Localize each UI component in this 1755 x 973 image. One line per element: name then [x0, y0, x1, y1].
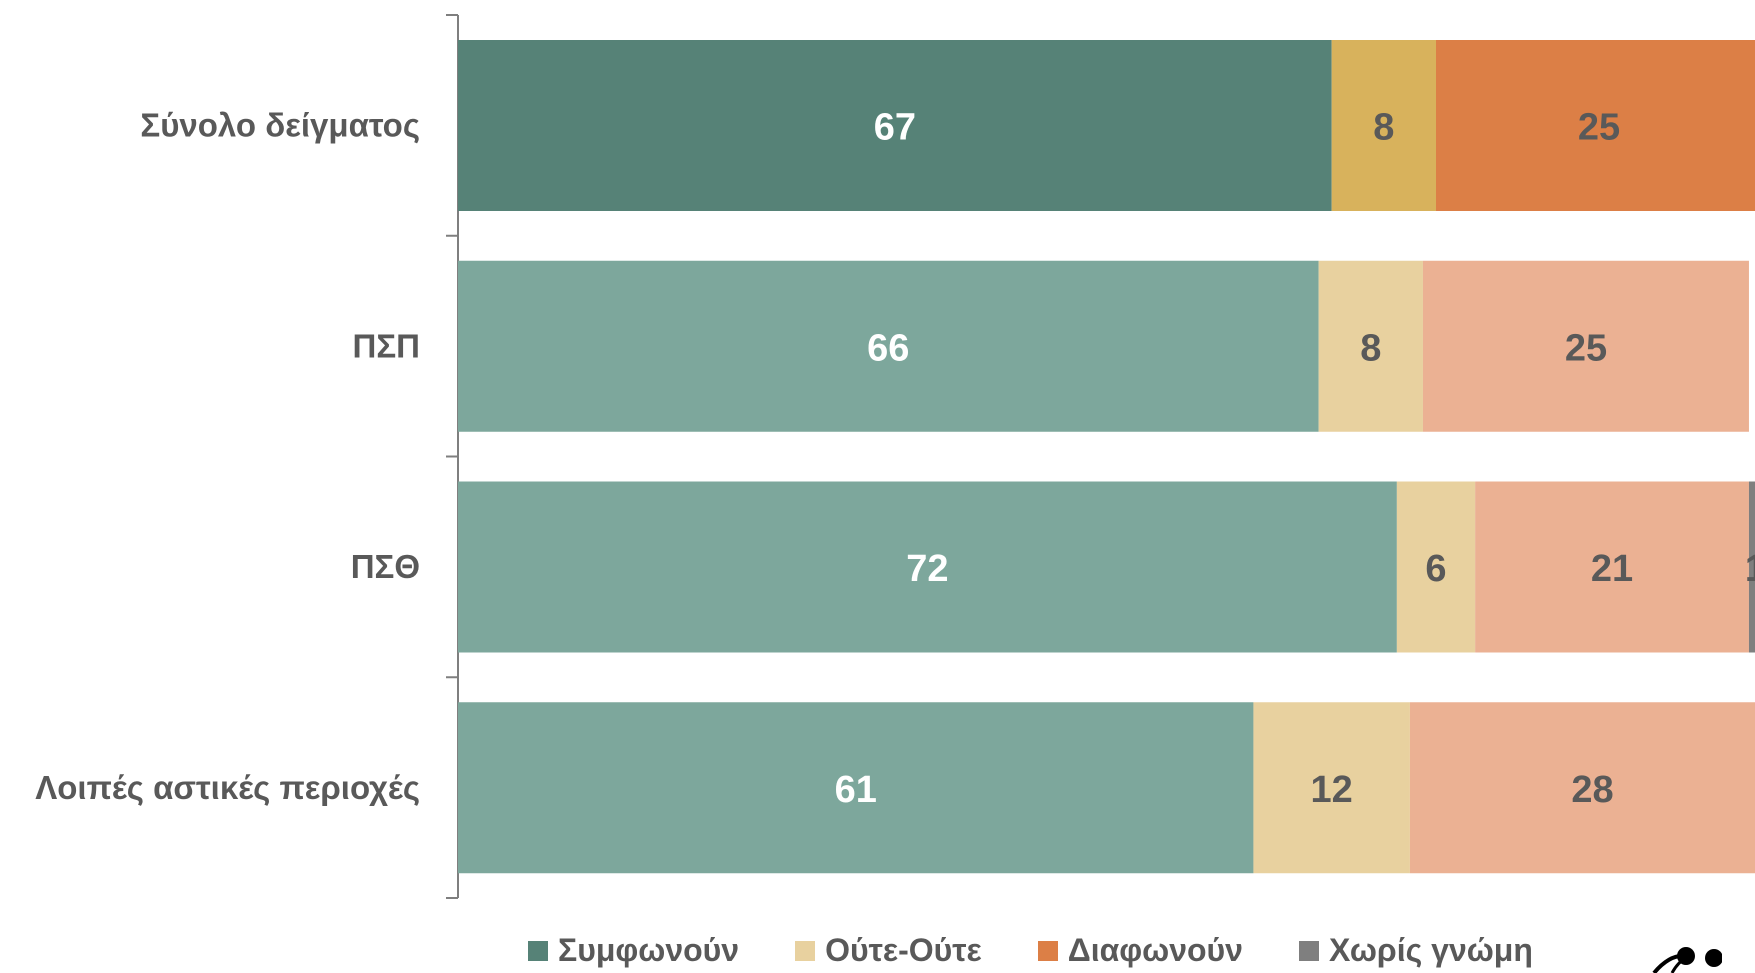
data-label: 25: [1565, 327, 1607, 369]
legend-label: Χωρίς γνώμη: [1328, 932, 1533, 968]
data-label: 1: [1745, 548, 1755, 590]
data-label: 28: [1571, 769, 1613, 811]
bar-segment: [458, 40, 1332, 211]
data-label: 21: [1591, 548, 1633, 590]
data-label: 12: [1311, 769, 1353, 811]
legend-swatch: [528, 940, 548, 961]
data-label: 6: [1425, 548, 1446, 590]
bar-segment: [1331, 40, 1436, 211]
bar-segment: [1422, 260, 1749, 432]
bar-segment: [1396, 481, 1476, 653]
legend-swatch: [1298, 940, 1319, 961]
legend-item-no-opinion: Χωρίς γνώμη: [1298, 932, 1533, 969]
data-label: 8: [1360, 327, 1381, 369]
legend-label: Ούτε-Ούτε: [825, 932, 982, 968]
legend-item-agree: Συμφωνούν: [528, 932, 739, 969]
data-label: 66: [867, 327, 909, 369]
category-labels: Σύνολο δείγματος ΠΣΠ ΠΣΘ Λοιπές αστικές περ…: [35, 107, 420, 806]
legend-label: Συμφωνούν: [558, 932, 740, 968]
data-label: 61: [835, 769, 877, 811]
legend-swatch: [1037, 940, 1058, 961]
y-axis: [446, 14, 459, 899]
category-label: Σύνολο δείγματος: [140, 107, 420, 144]
bars: 67 8 25 66 8 25 72 6 21 1 61 12 28: [458, 40, 1755, 874]
category-label: ΠΣΠ: [353, 327, 420, 364]
logo-mark-icon: [1652, 942, 1722, 973]
bar-segment: [458, 702, 1254, 874]
legend: Συμφωνούν Ούτε-Ούτε Διαφωνούν Χωρίς γνώμ…: [528, 932, 1589, 969]
bar-segment: [1409, 702, 1755, 874]
bar-segment: [1748, 481, 1755, 653]
legend-item-neutral: Ούτε-Ούτε: [795, 932, 982, 969]
legend-swatch: [795, 940, 816, 961]
bar-segment: [1436, 40, 1755, 211]
bar-segment: [1318, 260, 1423, 432]
bar-segment: [458, 260, 1319, 432]
category-label: ΠΣΘ: [351, 548, 420, 585]
bar-segment: [458, 481, 1397, 653]
data-label: 72: [906, 548, 948, 590]
data-label: 25: [1578, 107, 1620, 149]
category-label: Λοιπές αστικές περιοχές: [35, 769, 420, 806]
data-label: 67: [874, 107, 916, 149]
legend-item-disagree: Διαφωνούν: [1037, 932, 1243, 969]
bar-segment: [1475, 481, 1749, 653]
data-label: 8: [1373, 107, 1394, 149]
bar-segment: [1253, 702, 1410, 874]
legend-label: Διαφωνούν: [1067, 932, 1243, 968]
